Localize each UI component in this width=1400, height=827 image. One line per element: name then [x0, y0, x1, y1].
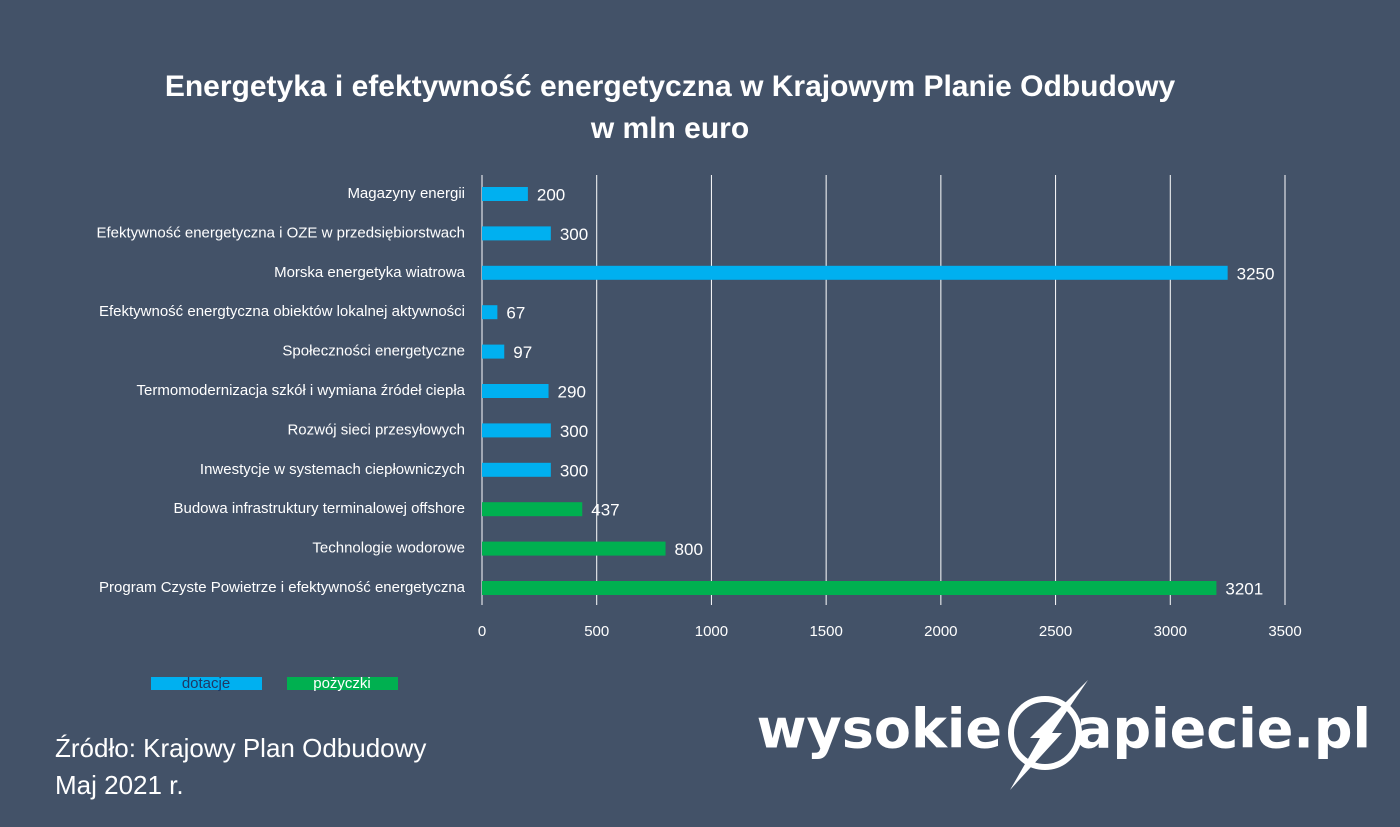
x-tick-label: 500: [584, 623, 609, 640]
bar: [482, 541, 666, 556]
logo-icon: [1008, 680, 1088, 790]
x-tick-label: 3000: [1154, 623, 1187, 640]
value-label: 800: [675, 540, 703, 559]
y-tick-label: Budowa infrastruktury terminalowej offsh…: [173, 500, 465, 517]
value-label: 437: [591, 501, 619, 520]
y-tick-label: Efektywność energetyczna i OZE w przedsi…: [97, 224, 466, 241]
bar: [482, 226, 551, 241]
bar: [482, 265, 1228, 280]
x-tick-label: 2500: [1039, 623, 1072, 640]
logo-text: apiecie.pl: [1076, 698, 1371, 761]
value-label: 3250: [1237, 264, 1275, 283]
x-tick-label: 3500: [1268, 623, 1301, 640]
x-tick-label: 0: [478, 623, 486, 640]
y-tick-label: Morska energetyka wiatrowa: [274, 264, 466, 281]
source-date: Maj 2021 r.: [55, 770, 184, 800]
legend-label: pożyczki: [313, 675, 371, 692]
bar: [482, 187, 528, 201]
bar: [482, 462, 551, 477]
value-label: 300: [560, 461, 588, 480]
bar: [482, 384, 549, 398]
y-tick-label: Rozwój sieci przesyłowych: [287, 421, 465, 438]
bar: [482, 423, 551, 438]
x-tick-label: 1000: [695, 623, 728, 640]
y-tick-label: Magazyny energii: [347, 185, 465, 202]
y-tick-label: Technologie wodorowe: [312, 540, 465, 557]
bar: [482, 305, 498, 320]
logo-text: wysokie: [757, 698, 1002, 761]
value-label: 97: [513, 343, 532, 362]
y-tick-label: Inwestycje w systemach ciepłowniczych: [200, 461, 465, 478]
y-tick-label: Termomodernizacja szkół i wymiana źródeł…: [137, 382, 466, 399]
x-tick-label: 1500: [809, 623, 842, 640]
value-label: 67: [506, 304, 525, 323]
y-tick-label: Efektywność energtyczna obiektów lokalne…: [99, 303, 465, 320]
chart-subtitle: w mln euro: [590, 112, 749, 145]
bar: [482, 581, 1217, 595]
legend-swatch: [287, 677, 398, 690]
bar: [482, 344, 505, 359]
legend-swatch: [151, 677, 262, 690]
value-label: 3201: [1225, 579, 1263, 598]
chart-title: Energetyka i efektywność energetyczna w …: [165, 70, 1176, 103]
legend-label: dotacje: [182, 675, 230, 692]
value-label: 300: [560, 422, 588, 441]
source: Źródło: Krajowy Plan Odbudowy: [55, 733, 426, 763]
bar: [482, 502, 583, 517]
value-label: 290: [558, 382, 586, 401]
value-label: 300: [560, 225, 588, 244]
x-tick-label: 2000: [924, 623, 957, 640]
y-tick-label: Program Czyste Powietrze i efektywność e…: [99, 579, 466, 596]
value-label: 200: [537, 185, 565, 204]
y-tick-label: Społeczności energetyczne: [282, 343, 465, 360]
